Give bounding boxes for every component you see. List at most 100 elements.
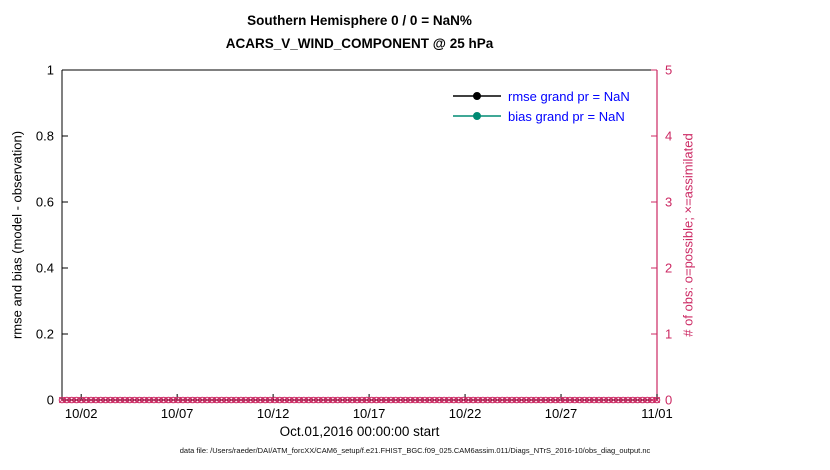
obs-assimilated-marker — [450, 396, 457, 404]
obs-possible-marker — [595, 396, 603, 404]
obs-assimilated-marker — [223, 396, 230, 404]
obs-assimilated-marker — [305, 396, 312, 404]
obs-possible-marker — [581, 396, 588, 404]
obs-assimilated-marker — [58, 396, 66, 404]
right-tick-label: 0 — [665, 393, 672, 408]
obs-possible-marker — [276, 396, 283, 404]
obs-possible-marker — [353, 396, 361, 404]
obs-possible-marker — [532, 396, 540, 404]
obs-assimilated-marker — [368, 396, 375, 404]
obs-assimilated-marker — [649, 396, 656, 404]
obs-assimilated-marker — [155, 396, 162, 404]
obs-possible-marker — [121, 396, 129, 404]
obs-possible-marker — [247, 396, 254, 404]
obs-possible-marker — [421, 396, 429, 404]
obs-possible-marker — [615, 396, 622, 404]
obs-possible-marker — [542, 396, 550, 404]
obs-assimilated-marker — [523, 396, 530, 404]
obs-assimilated-marker — [126, 396, 133, 404]
obs-assimilated-marker — [218, 396, 225, 404]
obs-assimilated-marker — [455, 396, 462, 404]
obs-assimilated-marker — [542, 396, 549, 404]
obs-assimilated-marker — [426, 396, 433, 404]
obs-assimilated-marker — [436, 396, 443, 404]
legend-label-rmse: rmse grand pr = NaN — [508, 88, 630, 104]
obs-assimilated-marker — [262, 396, 269, 404]
obs-assimilated-marker — [320, 396, 327, 404]
obs-possible-marker — [102, 396, 109, 404]
obs-possible-marker — [237, 396, 245, 404]
legend-marker-icon — [473, 92, 481, 100]
obs-possible-marker — [610, 396, 617, 404]
obs-possible-marker — [295, 396, 303, 404]
obs-possible-marker — [411, 396, 419, 404]
obs-assimilated-marker — [184, 396, 191, 404]
obs-possible-marker — [513, 396, 521, 404]
obs-assimilated-marker — [639, 396, 646, 404]
obs-assimilated-marker — [387, 396, 395, 404]
left-tick-label: 0.4 — [36, 261, 54, 276]
obs-assimilated-marker — [460, 396, 467, 404]
obs-possible-marker — [460, 396, 467, 404]
obs-assimilated-marker — [590, 396, 598, 404]
obs-possible-marker — [382, 396, 390, 404]
obs-possible-marker — [160, 396, 167, 404]
obs-assimilated-marker — [465, 396, 472, 404]
obs-possible-marker — [300, 396, 308, 404]
obs-possible-marker — [92, 396, 100, 404]
obs-assimilated-marker — [518, 396, 525, 404]
obs-assimilated-marker — [547, 396, 554, 404]
obs-assimilated-marker — [552, 396, 559, 404]
obs-possible-marker — [131, 396, 138, 404]
obs-possible-marker — [629, 396, 637, 404]
obs-assimilated-marker — [73, 396, 80, 404]
obs-possible-marker — [571, 396, 579, 404]
obs-assimilated-marker — [194, 396, 201, 404]
obs-possible-marker — [218, 396, 225, 404]
obs-assimilated-marker — [566, 396, 574, 404]
obs-possible-marker — [165, 396, 172, 404]
obs-assimilated-marker — [378, 396, 385, 404]
obs-assimilated-marker — [213, 396, 220, 404]
obs-possible-marker — [600, 396, 608, 404]
x-tick-label: 10/17 — [353, 406, 386, 421]
obs-possible-marker — [348, 396, 356, 404]
obs-possible-marker — [634, 396, 641, 404]
obs-assimilated-marker — [170, 396, 177, 404]
obs-possible-marker — [116, 396, 124, 404]
obs-assimilated-marker — [634, 396, 641, 404]
obs-assimilated-marker — [87, 396, 95, 404]
chart-title-line1: Southern Hemisphere 0 / 0 = NaN% — [247, 13, 472, 28]
obs-possible-marker — [537, 396, 545, 404]
obs-possible-marker — [334, 396, 342, 404]
obs-assimilated-marker — [619, 396, 627, 404]
obs-possible-marker — [319, 396, 327, 404]
obs-possible-marker — [387, 396, 395, 404]
right-tick-label: 1 — [665, 327, 672, 342]
obs-possible-marker — [406, 396, 414, 404]
obs-possible-marker — [87, 396, 95, 404]
obs-possible-marker — [465, 396, 472, 404]
obs-possible-marker — [324, 396, 332, 404]
obs-possible-marker — [140, 396, 148, 404]
obs-assimilated-marker — [353, 396, 361, 404]
obs-possible-marker — [648, 396, 656, 404]
obs-assimilated-marker — [141, 396, 148, 404]
obs-possible-marker — [450, 396, 458, 404]
obs-possible-marker — [368, 396, 375, 404]
obs-assimilated-marker — [266, 396, 274, 404]
obs-assimilated-marker — [358, 396, 366, 404]
obs-assimilated-marker — [411, 396, 419, 404]
obs-possible-marker — [552, 396, 559, 404]
x-tick-label: 10/22 — [449, 406, 482, 421]
obs-assimilated-marker — [537, 396, 545, 404]
obs-assimilated-marker — [445, 396, 453, 404]
obs-assimilated-marker — [489, 396, 496, 404]
obs-assimilated-marker — [300, 396, 308, 404]
obs-possible-marker — [198, 396, 206, 404]
obs-possible-marker — [266, 396, 274, 404]
obs-assimilated-marker — [382, 396, 390, 404]
obs-assimilated-marker — [121, 396, 129, 404]
obs-assimilated-marker — [644, 396, 651, 404]
